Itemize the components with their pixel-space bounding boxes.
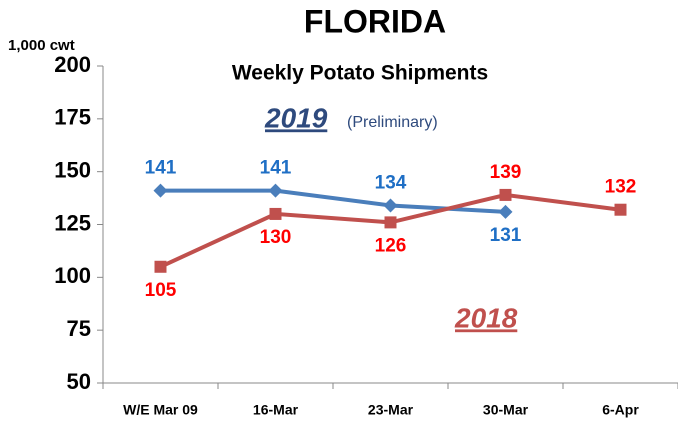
marker <box>268 183 283 198</box>
data-label: 141 <box>260 158 292 179</box>
data-label: 105 <box>145 280 177 301</box>
annotation: 2019 <box>264 102 328 133</box>
data-label: 141 <box>145 158 177 179</box>
marker <box>269 207 282 220</box>
y-tick-label: 150 <box>54 157 91 182</box>
y-tick-label: 200 <box>54 52 91 77</box>
data-label: 132 <box>605 177 637 198</box>
marker <box>154 260 167 273</box>
y-tick-label: 50 <box>67 369 91 394</box>
annotation: (Preliminary) <box>347 114 438 131</box>
x-tick-label: 23-Mar <box>368 402 414 418</box>
x-tick-label: 30-Mar <box>483 402 529 418</box>
marker <box>383 198 398 213</box>
marker <box>614 203 627 216</box>
chart-subtitle: Weekly Potato Shipments <box>232 62 488 85</box>
marker <box>153 183 168 198</box>
y-tick-label: 125 <box>54 210 91 235</box>
marker <box>498 204 513 219</box>
x-tick-label: W/E Mar 09 <box>123 402 198 418</box>
data-label: 139 <box>490 162 522 183</box>
y-tick-label: 100 <box>54 263 91 288</box>
y-tick-label: 175 <box>54 105 91 130</box>
marker <box>499 188 512 201</box>
data-label: 130 <box>260 227 292 248</box>
annotation: 2018 <box>454 302 518 333</box>
y-axis-label: 1,000 cwt <box>8 37 75 54</box>
y-tick-label: 75 <box>67 316 91 341</box>
data-label: 134 <box>375 172 407 193</box>
chart-title: FLORIDA <box>304 3 446 39</box>
marker <box>384 216 397 229</box>
x-tick-label: 16-Mar <box>253 402 299 418</box>
x-tick-label: 6-Apr <box>602 402 639 418</box>
data-label: 126 <box>375 235 407 256</box>
data-label: 131 <box>490 225 522 246</box>
